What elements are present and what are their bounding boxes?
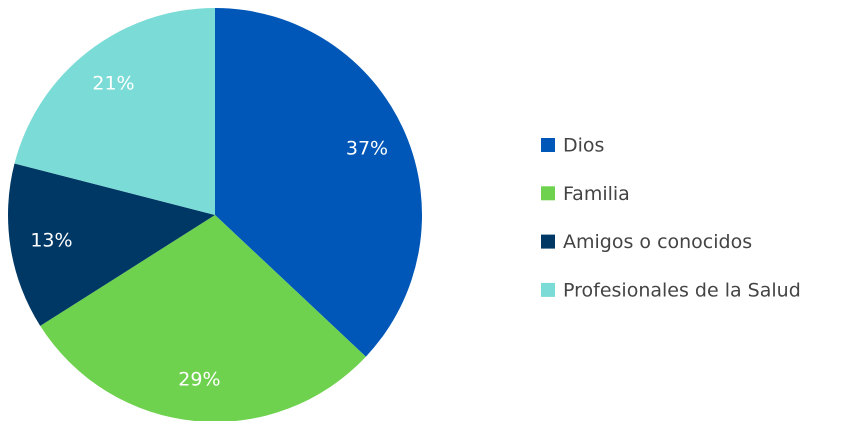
data-label: 21% [92,73,134,95]
legend-swatch [541,282,555,297]
data-label: 13% [30,229,72,251]
data-label: 37% [346,138,388,160]
pie-slice [215,8,423,357]
legend-swatch [541,186,555,201]
legend-swatch [541,234,555,249]
data-label: 29% [178,368,220,390]
pie-slice [40,215,366,421]
pie-slice [14,8,216,215]
legend-label: Familia [563,183,630,205]
pie-slice [7,163,215,326]
legend-label: Profesionales de la Salud [563,279,801,301]
legend-label: Dios [563,135,604,157]
legend-label: Amigos o conocidos [563,231,752,253]
legend-swatch [541,138,555,152]
